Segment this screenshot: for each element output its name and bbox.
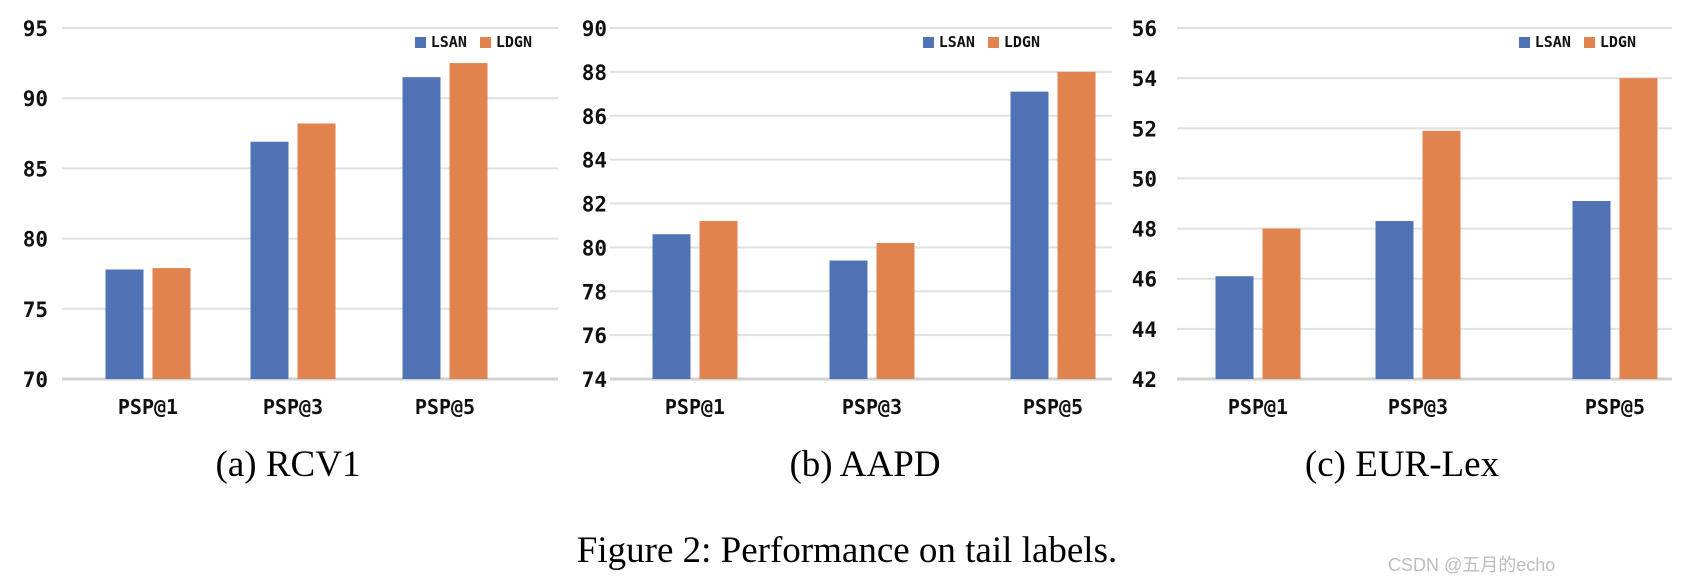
watermark: CSDN @五月的echo [1388, 555, 1556, 575]
legend-item-ldgn: LDGN [987, 33, 1040, 51]
legend-label: LDGN [1003, 33, 1040, 51]
charts-canvas: 70 75 80 85 90 95 PSP@1 PSP@3 PSP@5 74 76 78 80 82 84 8… [23, 17, 1672, 419]
legend: LSAN LDGN [922, 33, 1040, 51]
bar-ldgn [699, 221, 738, 379]
bar-lsan [1572, 200, 1611, 379]
y-tick-label: 50 [1132, 167, 1157, 191]
x-category-label: PSP@3 [263, 395, 323, 419]
bar-lsan [1010, 91, 1049, 380]
y-tick-label: 70 [23, 368, 48, 392]
legend-label: LSAN [938, 33, 975, 51]
x-category-label: PSP@5 [1585, 395, 1645, 419]
y-tick-label: 46 [1132, 268, 1157, 292]
y-tick-label: 44 [1132, 318, 1157, 342]
y-tick-label: 48 [1132, 218, 1157, 242]
y-tick-label: 74 [582, 368, 607, 392]
legend-item-ldgn: LDGN [1583, 33, 1636, 51]
legend-item-ldgn: LDGN [479, 33, 532, 51]
legend-label: LSAN [1534, 33, 1571, 51]
y-tick-label: 76 [582, 324, 607, 348]
bar-lsan [105, 269, 144, 379]
subcaption-eurlex: (c) EUR-Lex [1304, 444, 1500, 485]
y-tick-label: 86 [582, 105, 607, 129]
y-tick-label: 80 [582, 236, 607, 260]
bar-lsan [1375, 221, 1414, 379]
bar-ldgn [152, 268, 191, 379]
legend-item-lsan: LSAN [922, 33, 975, 51]
bar-ldgn [449, 63, 488, 379]
bar-lsan [1215, 276, 1254, 379]
legend-label: LSAN [430, 33, 467, 51]
y-tick-label: 42 [1132, 368, 1157, 392]
legend-item-lsan: LSAN [1518, 33, 1571, 51]
y-tick-label: 90 [582, 17, 607, 41]
x-category-label: PSP@5 [415, 395, 475, 419]
x-category-label: PSP@1 [665, 395, 725, 419]
y-tick-label: 80 [23, 228, 48, 252]
y-tick-label: 82 [582, 193, 607, 217]
y-tick-label: 75 [23, 298, 48, 322]
x-category-label: PSP@5 [1023, 395, 1083, 419]
legend-swatch [414, 37, 426, 48]
x-category-label: PSP@3 [842, 395, 902, 419]
y-tick-label: 95 [23, 17, 48, 41]
y-tick-label: 90 [23, 87, 48, 111]
bar-ldgn [876, 242, 915, 379]
legend-label: LDGN [495, 33, 532, 51]
legend-swatch [479, 37, 491, 48]
y-tick-label: 56 [1132, 17, 1157, 41]
x-category-label: PSP@1 [118, 395, 178, 419]
y-tick-label: 85 [23, 157, 48, 181]
y-tick-label: 78 [582, 280, 607, 304]
subcaption-aapd: (b) AAPD [789, 444, 941, 485]
bar-lsan [829, 260, 868, 379]
legend-label: LDGN [1599, 33, 1636, 51]
legend: LSAN LDGN [1518, 33, 1636, 51]
y-tick-label: 88 [582, 61, 607, 85]
legend-item-lsan: LSAN [414, 33, 467, 51]
bar-ldgn [1057, 71, 1096, 379]
bar-ldgn [1619, 78, 1658, 380]
figure-caption: Figure 2: Performance on tail labels. [576, 530, 1118, 571]
x-category-label: PSP@1 [1228, 395, 1288, 419]
legend: LSAN LDGN [414, 33, 532, 51]
x-category-label: PSP@3 [1388, 395, 1448, 419]
bar-lsan [250, 141, 289, 379]
y-tick-label: 54 [1132, 67, 1157, 91]
y-tick-label: 84 [582, 149, 607, 173]
subcaption-rcv1: (a) RCV1 [215, 444, 361, 485]
bar-lsan [652, 234, 691, 379]
legend-swatch [1518, 37, 1530, 48]
legend-swatch [987, 37, 999, 48]
legend-swatch [1583, 37, 1595, 48]
bar-ldgn [297, 123, 336, 379]
bar-ldgn [1422, 130, 1461, 379]
y-tick-label: 52 [1132, 117, 1157, 141]
bar-lsan [402, 77, 441, 379]
bar-ldgn [1262, 228, 1301, 379]
legend-swatch [922, 37, 934, 48]
